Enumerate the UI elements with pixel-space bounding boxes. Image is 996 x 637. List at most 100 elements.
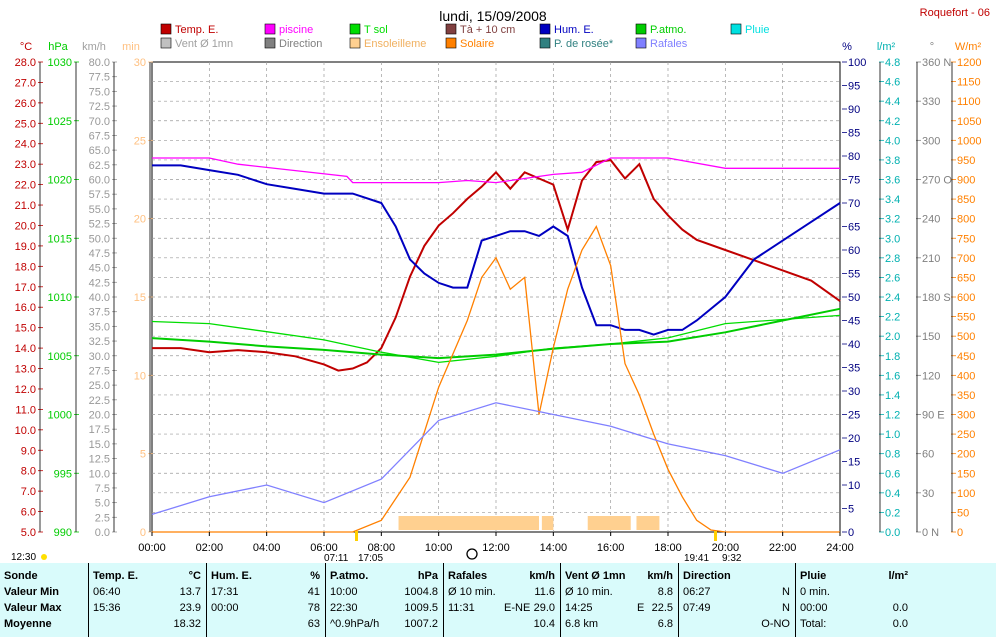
legend-label: T sol bbox=[364, 24, 388, 36]
tick-hpa: 990 bbox=[54, 527, 72, 539]
tick-celsius: 22.0 bbox=[15, 180, 36, 192]
tick-deg: 120 bbox=[922, 370, 940, 382]
chart-title: lundi, 15/09/2008 bbox=[439, 8, 547, 24]
tick-kmh: 12.5 bbox=[89, 454, 110, 466]
tick-wm2: 500 bbox=[957, 331, 975, 343]
tick-celsius: 6.0 bbox=[21, 507, 36, 519]
tick-wm2: 1200 bbox=[957, 57, 981, 69]
series-piscine bbox=[152, 157, 840, 184]
tick-deg: 210 bbox=[922, 253, 940, 265]
tick-deg: 0 N bbox=[922, 527, 939, 539]
patmo-max-time: 22:30 bbox=[330, 602, 358, 614]
tick-wm2: 700 bbox=[957, 253, 975, 265]
axis-title-kmh: km/h bbox=[82, 41, 106, 53]
tick-wm2: 300 bbox=[957, 410, 975, 422]
tick-percent: 80 bbox=[848, 151, 860, 163]
pluie-header: Pluie bbox=[800, 570, 827, 582]
sunset-duration: 9:32 bbox=[722, 553, 742, 563]
tick-kmh: 20.0 bbox=[89, 410, 110, 422]
vent-min-value: 8.8 bbox=[657, 586, 673, 598]
legend-label: Rafales bbox=[650, 38, 688, 50]
legend-swatch bbox=[635, 23, 647, 35]
series-hum-e- bbox=[152, 164, 841, 336]
legend-swatch bbox=[349, 37, 361, 49]
hum-min-time: 17:31 bbox=[211, 586, 239, 598]
time-tick-label: 10:00 bbox=[425, 542, 453, 554]
tick-lm2: 3.0 bbox=[885, 233, 900, 245]
tick-celsius: 11.0 bbox=[15, 404, 36, 416]
tick-celsius: 27.0 bbox=[15, 77, 36, 89]
tick-percent: 60 bbox=[848, 245, 860, 257]
tick-percent: 15 bbox=[848, 457, 860, 469]
tick-kmh: 42.5 bbox=[89, 277, 110, 289]
tick-kmh: 30.0 bbox=[89, 351, 110, 363]
tick-lm2: 3.2 bbox=[885, 214, 900, 226]
tick-wm2: 850 bbox=[957, 194, 975, 206]
tick-kmh: 22.5 bbox=[89, 395, 110, 407]
tick-min: 25 bbox=[134, 135, 146, 147]
hum-avg-value: 63 bbox=[307, 618, 320, 630]
pluie-total-value: 0.0 bbox=[892, 618, 908, 630]
tick-celsius: 12.0 bbox=[15, 384, 36, 396]
tick-wm2: 650 bbox=[957, 272, 975, 284]
tick-kmh: 2.5 bbox=[95, 512, 110, 524]
legend: Temp. E. piscine T sol Tà + 10 cm Hum. E. P.a… bbox=[160, 23, 769, 50]
tick-hpa: 1030 bbox=[48, 57, 72, 69]
tick-hpa: 995 bbox=[54, 468, 72, 480]
series-solaire bbox=[152, 225, 840, 533]
tick-deg: 330 bbox=[922, 96, 940, 108]
tick-lm2: 4.2 bbox=[885, 116, 900, 128]
raf-max-dir: E-NE bbox=[504, 602, 531, 614]
legend-label: Solaire bbox=[460, 38, 494, 50]
legend-label: Direction bbox=[279, 38, 322, 50]
hum-unit: % bbox=[310, 570, 320, 582]
tick-kmh: 77.5 bbox=[89, 72, 110, 84]
temp-max-value: 23.9 bbox=[179, 602, 201, 614]
tick-hpa: 1015 bbox=[48, 233, 72, 245]
tick-percent: 90 bbox=[848, 104, 860, 116]
tick-lm2: 0.6 bbox=[885, 468, 900, 480]
tick-kmh: 37.5 bbox=[89, 307, 110, 319]
summary-col-patmo: P.atmo. hPa 10:00 1004.8 22:30 1009.5 ^0.9h… bbox=[325, 563, 444, 637]
tick-deg: 60 bbox=[922, 449, 934, 461]
summary-col-temp: Temp. E. °C 06:40 13.7 15:36 23.9 18.32 bbox=[88, 563, 207, 637]
tick-percent: 50 bbox=[848, 292, 860, 304]
legend-label: piscine bbox=[279, 24, 313, 36]
tick-wm2: 1000 bbox=[957, 135, 981, 147]
legend-swatch bbox=[445, 37, 457, 49]
tick-hpa: 1020 bbox=[48, 175, 72, 187]
tick-wm2: 50 bbox=[957, 507, 969, 519]
time-tick-label: 12:00 bbox=[482, 542, 510, 554]
tick-percent: 100 bbox=[848, 57, 866, 69]
time-tick-label: 02:00 bbox=[196, 542, 224, 554]
tick-deg: 300 bbox=[922, 135, 940, 147]
tick-kmh: 80.0 bbox=[89, 57, 110, 69]
station-name: Roquefort - 06 bbox=[920, 7, 990, 19]
patmo-trend: ^0.9hPa/h bbox=[330, 618, 380, 630]
dir-max-value: N bbox=[782, 602, 790, 614]
tick-lm2: 2.4 bbox=[885, 292, 900, 304]
legend-swatch bbox=[349, 23, 361, 35]
time-tick-label: 18:00 bbox=[654, 542, 682, 554]
tick-lm2: 1.2 bbox=[885, 410, 900, 422]
tick-deg: 270 O bbox=[922, 175, 952, 187]
tick-wm2: 1050 bbox=[957, 116, 981, 128]
tick-celsius: 5.0 bbox=[21, 527, 36, 539]
legend-label: Pluie bbox=[745, 24, 769, 36]
tick-hpa: 1005 bbox=[48, 351, 72, 363]
tick-kmh: 25.0 bbox=[89, 380, 110, 392]
tick-lm2: 2.8 bbox=[885, 253, 900, 265]
legend-swatch bbox=[160, 23, 172, 35]
temp-min-value: 13.7 bbox=[179, 586, 201, 598]
patmo-max-value: 1009.5 bbox=[404, 602, 438, 614]
tick-celsius: 8.0 bbox=[21, 466, 36, 478]
dir-header: Direction bbox=[683, 570, 731, 582]
tick-kmh: 50.0 bbox=[89, 233, 110, 245]
tick-kmh: 10.0 bbox=[89, 468, 110, 480]
time-tick-label: 22:00 bbox=[769, 542, 797, 554]
sunrise-icon bbox=[355, 531, 358, 541]
legend-label: P. de rosée* bbox=[554, 38, 614, 50]
row-label-max: Valeur Max bbox=[4, 602, 62, 614]
temp-max-time: 15:36 bbox=[93, 602, 121, 614]
legend-label: Tà + 10 cm bbox=[460, 24, 515, 36]
